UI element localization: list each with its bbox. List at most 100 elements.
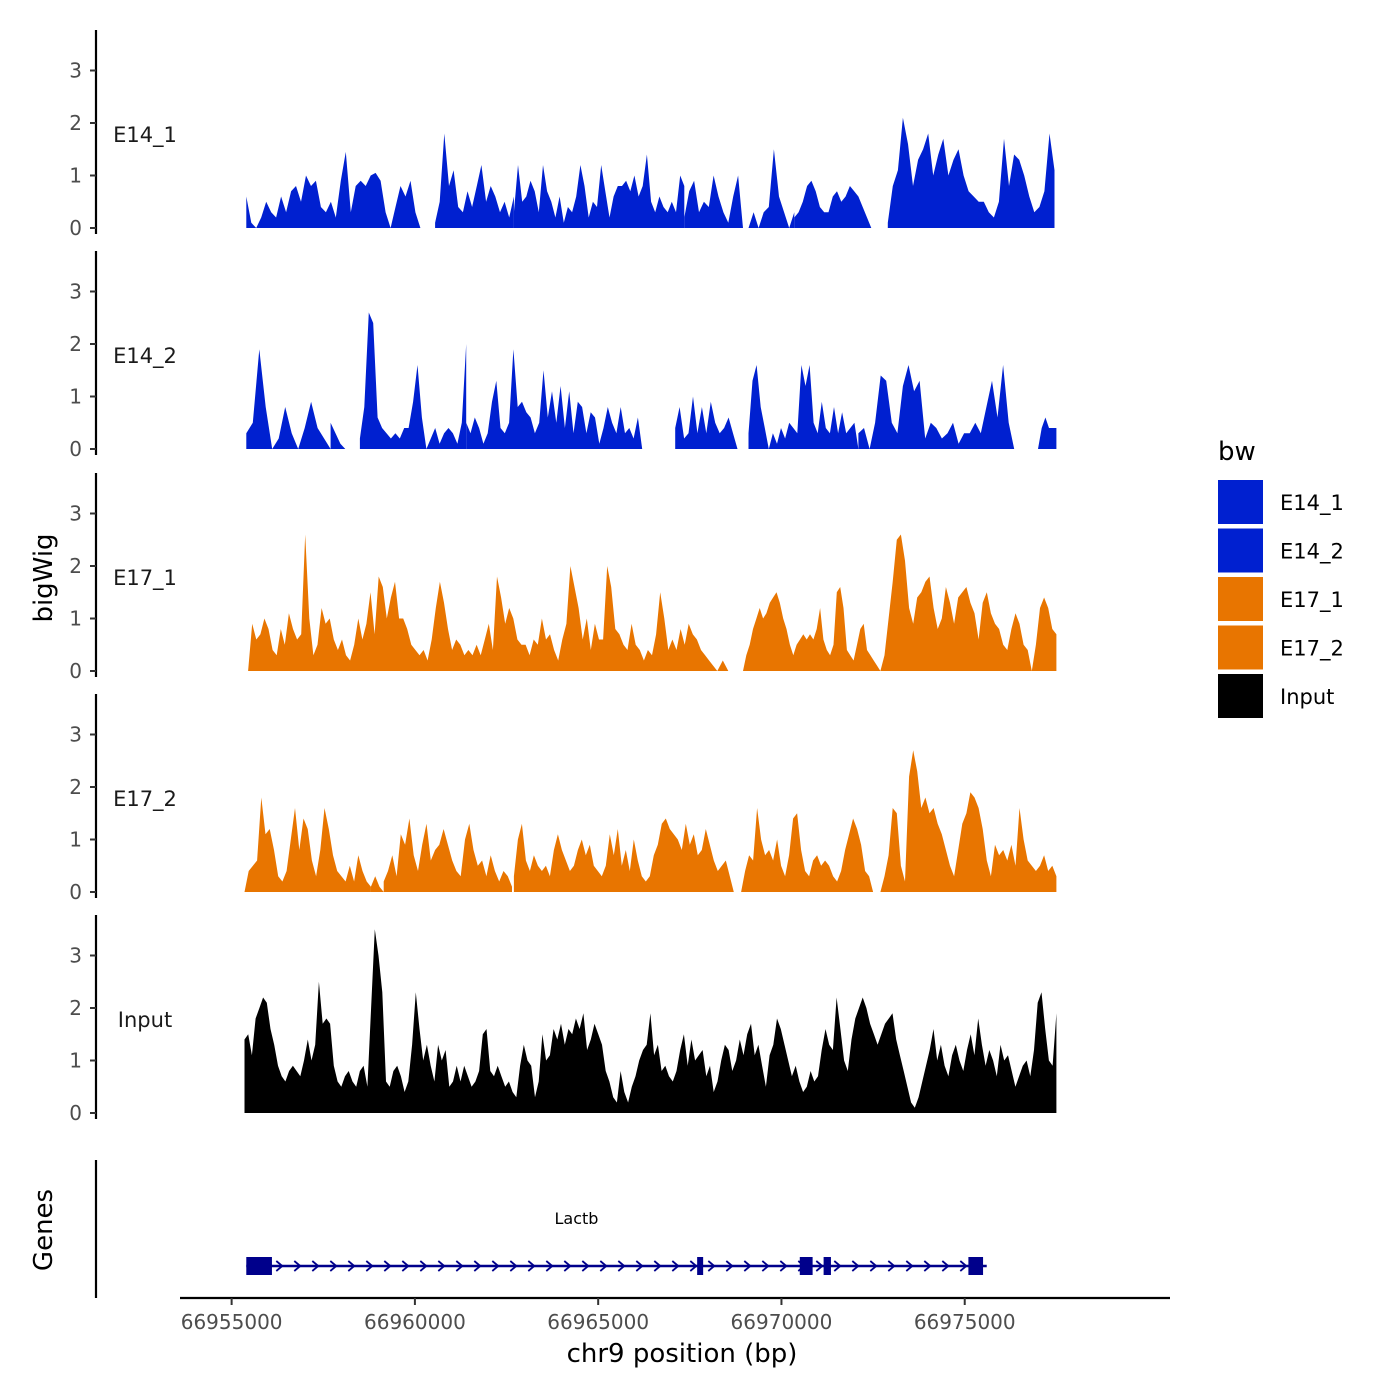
y-tick-label: 1 [69, 1049, 82, 1073]
strand-arrow [275, 1260, 284, 1272]
strand-arrow [815, 1260, 824, 1272]
y-tick-label: 0 [69, 659, 82, 683]
y-tick-label: 2 [69, 554, 82, 578]
y-tick-label: 3 [69, 502, 82, 526]
track-e17-1: 0 1 2 3 E17_1 [69, 473, 1057, 683]
y-tick-label: 0 [69, 880, 82, 904]
coverage-area [330, 422, 346, 449]
track-input: 0 1 2 3 Input [69, 915, 1057, 1125]
coverage-area [513, 154, 685, 228]
y-tick-label: 2 [69, 111, 82, 135]
x-tick-label: 66955000 [181, 1310, 283, 1334]
coverage-area [794, 180, 872, 228]
strand-arrow [923, 1260, 932, 1272]
strand-arrow [347, 1260, 356, 1272]
coverage-area [887, 117, 1055, 228]
strand-arrow [905, 1260, 914, 1272]
gene-track-title: Genes [29, 1189, 59, 1271]
gene-exon [823, 1257, 831, 1275]
track-label: Input [118, 1008, 172, 1032]
strand-arrow [491, 1260, 500, 1272]
coverage-area [370, 876, 384, 892]
x-axis-title: chr9 position (bp) [567, 1339, 798, 1369]
x-tick-label: 66975000 [914, 1310, 1016, 1334]
y-tick-label: 2 [69, 996, 82, 1020]
coverage-area [383, 818, 512, 892]
legend-swatch [1218, 480, 1263, 524]
legend-swatch [1218, 674, 1263, 718]
legend-label: Input [1280, 685, 1334, 709]
strand-arrow [959, 1260, 968, 1272]
strand-arrow [653, 1260, 662, 1272]
coverage-area [717, 660, 729, 671]
y-tick-label: 2 [69, 775, 82, 799]
x-tick-label: 66960000 [364, 1310, 466, 1334]
coverage-area [748, 149, 795, 228]
track-e14-2: 0 1 2 3 E14_2 [69, 251, 1057, 461]
gene-name-label: Lactb [555, 1209, 599, 1228]
y-tick-label: 3 [69, 280, 82, 304]
strand-arrow [509, 1260, 518, 1272]
legend-swatch [1218, 625, 1263, 670]
coverage-area [741, 808, 874, 892]
y-tick-label: 2 [69, 332, 82, 356]
legend: bw E14_1 E14_2 E17_1 E17_2 Input [1218, 437, 1344, 718]
legend-label: E14_1 [1280, 491, 1344, 516]
strand-arrow [779, 1260, 788, 1272]
coverage-tracks: 0 1 2 3 E14_1 0 1 2 3 E14_2 0 1 2 3 E17_1 0 1 2 3 E17_2 0 1 2 3… [69, 30, 1057, 1125]
y-tick-label: 1 [69, 607, 82, 631]
strand-arrow [419, 1260, 428, 1272]
strand-arrow [707, 1260, 716, 1272]
x-tick-label: 66970000 [731, 1310, 833, 1334]
coverage-area [513, 818, 734, 892]
coverage-area [880, 534, 1057, 671]
coverage-area [743, 587, 881, 671]
strand-arrow [743, 1260, 752, 1272]
y-tick-label: 1 [69, 828, 82, 852]
gene-exon [799, 1257, 813, 1275]
strand-arrow [833, 1260, 842, 1272]
legend-title: bw [1218, 437, 1256, 467]
coverage-area [246, 151, 421, 228]
strand-arrow [473, 1260, 482, 1272]
y-tick-label: 1 [69, 385, 82, 409]
strand-arrow [581, 1260, 590, 1272]
coverage-area [684, 175, 743, 228]
track-label: E14_1 [113, 123, 177, 148]
gene-exon [968, 1257, 984, 1275]
y-tick-label: 0 [69, 1101, 82, 1125]
coverage-area [880, 750, 1057, 892]
coverage-area [435, 133, 514, 228]
strand-arrow [365, 1260, 374, 1272]
strand-arrow [869, 1260, 878, 1272]
strand-arrow [635, 1260, 644, 1272]
y-tick-label: 3 [69, 723, 82, 747]
gene-exon [246, 1257, 272, 1275]
track-label: E14_2 [113, 344, 177, 369]
coverage-area [675, 396, 738, 449]
strand-arrow [617, 1260, 626, 1272]
gene-track: Lactb [94, 1160, 987, 1298]
strand-arrow [437, 1260, 446, 1272]
legend-label: E17_2 [1280, 637, 1344, 662]
strand-arrow [527, 1260, 536, 1272]
coverage-area [246, 349, 331, 449]
y-tick-label: 0 [69, 437, 82, 461]
y-tick-label: 0 [69, 216, 82, 240]
y-tick-label: 3 [69, 944, 82, 968]
gene-exon [697, 1257, 704, 1275]
track-label: E17_1 [113, 566, 177, 591]
y-tick-label: 3 [69, 59, 82, 83]
strand-arrow [725, 1260, 734, 1272]
legend-swatch [1218, 528, 1263, 573]
strand-arrow [599, 1260, 608, 1272]
legend-label: E17_1 [1280, 588, 1344, 613]
x-tick-label: 66965000 [547, 1310, 649, 1334]
coverage-area [466, 349, 643, 449]
coverage-area [359, 312, 467, 449]
strand-arrow [689, 1260, 698, 1272]
gene-lactb: Lactb [246, 1209, 987, 1275]
coverage-area [244, 797, 371, 892]
x-axis: 66955000 66960000 66965000 66970000 66975000 [180, 1296, 1170, 1334]
